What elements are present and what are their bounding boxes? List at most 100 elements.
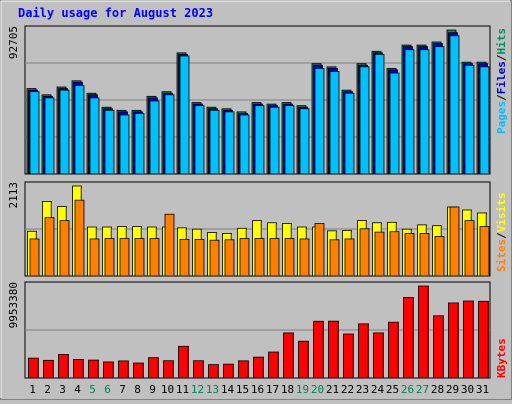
legend-item-sites: Sites	[495, 239, 508, 272]
legend-item-pages: Pages	[495, 101, 508, 134]
bar-sites-day-2	[44, 217, 55, 277]
bar-sites-day-9	[149, 238, 160, 277]
x-tick-label: 17	[266, 383, 279, 396]
bar-pages-day-15	[239, 114, 250, 175]
x-tick-label: 6	[104, 383, 111, 396]
bar-pages-day-21	[329, 71, 340, 175]
legends: Pages/Files/Hits Sites/Visits KBytes	[495, 28, 508, 378]
bar-kbytes-day-17	[268, 351, 279, 379]
bar-pages-day-25	[389, 72, 400, 175]
bar-kbytes-day-7	[118, 360, 129, 379]
bar-kbytes-day-10	[163, 360, 174, 379]
x-tick-label: 20	[311, 383, 324, 396]
bar-kbytes-day-19	[298, 340, 309, 379]
bar-pages-day-11	[179, 55, 190, 175]
bar-kbytes-day-27	[418, 285, 429, 379]
legend-item-kbytes: KBytes	[495, 338, 508, 378]
bar-pages-day-13	[209, 109, 220, 175]
bar-sites-day-18	[284, 238, 295, 277]
legend-item-visits: Visits	[495, 193, 508, 233]
bar-kbytes-day-5	[88, 359, 99, 379]
panel-kbytes: 9953380	[7, 281, 491, 379]
bar-sites-day-19	[299, 238, 310, 277]
panel-hits-files-pages: 92705	[7, 25, 491, 175]
x-tick-label: 18	[281, 383, 294, 396]
bar-pages-day-16	[254, 105, 265, 175]
x-axis-day-labels: 1 2 3 4 5 6 7 8 9 10 11 12 13 14 15 16 17 18 19 20 21 22 23 24 2…	[29, 383, 489, 396]
bar-kbytes-day-29	[448, 302, 459, 379]
bar-sites-day-13	[209, 239, 220, 277]
bar-sites-day-16	[254, 238, 265, 277]
x-tick-label: 23	[356, 383, 369, 396]
bar-kbytes-day-22	[343, 333, 354, 379]
bar-pages-day-27	[419, 49, 430, 175]
bar-sites-day-26	[404, 233, 415, 277]
x-tick-label: 8	[134, 383, 141, 396]
bar-kbytes-day-23	[358, 323, 369, 379]
x-tick-label: 13	[206, 383, 219, 396]
bar-pages-day-23	[359, 66, 370, 175]
bar-pages-day-31	[479, 66, 490, 175]
bar-sites-day-3	[59, 220, 70, 277]
legend: Sites/Visits	[495, 193, 508, 273]
y-max-tick-label: 92705	[7, 26, 20, 59]
bar-pages-day-17	[269, 106, 280, 175]
bar-kbytes-day-4	[73, 359, 84, 379]
bar-sites-day-20	[314, 223, 325, 277]
x-tick-label: 31	[476, 383, 489, 396]
bar-sites-day-5	[89, 238, 100, 277]
bar-sites-day-4	[74, 199, 85, 277]
x-tick-label: 25	[386, 383, 399, 396]
bar-kbytes-day-15	[238, 360, 249, 379]
bar-pages-day-6	[104, 109, 115, 175]
bar-pages-day-29	[449, 35, 460, 175]
bar-pages-day-20	[314, 67, 325, 175]
bar-sites-day-25	[389, 231, 400, 277]
legend: KBytes	[495, 338, 508, 378]
x-tick-label: 12	[191, 383, 204, 396]
bar-sites-day-15	[239, 238, 250, 277]
x-tick-label: 19	[296, 383, 309, 396]
bar-kbytes-day-13	[208, 364, 219, 379]
bar-kbytes-day-8	[133, 362, 144, 379]
x-tick-label: 26	[401, 383, 414, 396]
bar-pages-day-30	[464, 64, 475, 175]
x-tick-label: 28	[431, 383, 444, 396]
x-tick-label: 7	[119, 383, 126, 396]
x-tick-label: 10	[161, 383, 174, 396]
bar-pages-day-12	[194, 105, 205, 175]
bar-sites-day-28	[434, 235, 445, 277]
bar-kbytes-day-24	[373, 332, 384, 379]
bar-kbytes-day-16	[253, 356, 264, 379]
bar-kbytes-day-30	[463, 300, 474, 379]
bar-kbytes-day-31	[478, 300, 489, 379]
bar-sites-day-11	[179, 238, 190, 277]
x-tick-label: 1	[29, 383, 36, 396]
bar-sites-day-7	[119, 238, 130, 277]
y-max-tick-label: 9953380	[7, 282, 20, 328]
x-tick-label: 24	[371, 383, 385, 396]
x-tick-label: 21	[326, 383, 339, 396]
bar-kbytes-day-25	[388, 321, 399, 379]
bar-pages-day-14	[224, 111, 235, 175]
x-tick-label: 22	[341, 383, 354, 396]
bar-sites-day-30	[464, 220, 475, 277]
x-tick-label: 30	[461, 383, 474, 396]
bar-kbytes-day-1	[28, 357, 39, 379]
legend-item-files: Files	[495, 61, 508, 94]
legend-item-hits: Hits	[495, 28, 508, 55]
bar-kbytes-day-18	[283, 332, 294, 379]
x-tick-label: 27	[416, 383, 429, 396]
bar-sites-day-12	[194, 238, 205, 277]
bar-sites-day-29	[449, 206, 460, 277]
x-tick-label: 16	[251, 383, 264, 396]
bar-kbytes-day-14	[223, 363, 234, 379]
bar-sites-day-17	[269, 238, 280, 277]
bar-sites-day-8	[134, 238, 145, 277]
bar-sites-day-27	[419, 233, 430, 277]
bar-pages-day-1	[29, 91, 40, 175]
bar-sites-day-1	[29, 238, 40, 277]
bar-kbytes-day-2	[43, 359, 54, 379]
bar-pages-day-2	[44, 97, 55, 175]
